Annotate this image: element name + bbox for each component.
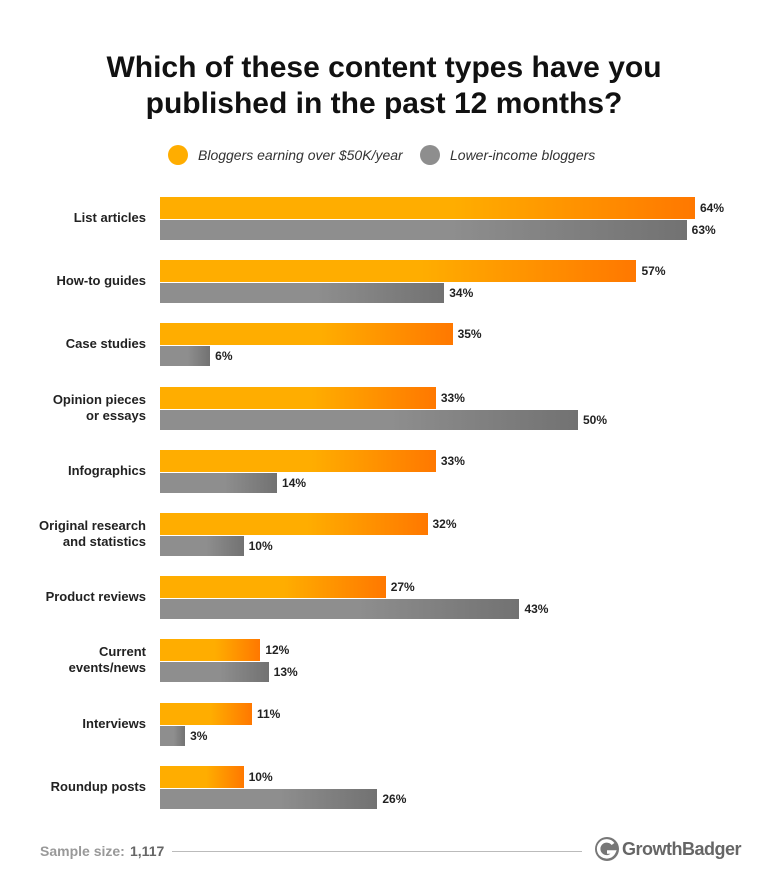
value-label: 12% [265, 643, 290, 658]
value-label: 34% [449, 286, 474, 301]
chart-title: Which of these content types have you pu… [106, 51, 662, 120]
value-label: 6% [215, 349, 233, 364]
value-label: 43% [524, 602, 549, 617]
sample-label: Sample size: [40, 843, 125, 859]
legend-marker [420, 145, 440, 165]
bar [160, 765, 244, 788]
brand-logo [595, 837, 619, 861]
category-label: Infographics [67, 462, 146, 478]
category-label: List articles [73, 210, 146, 225]
legend-label: Lower-income bloggers [450, 147, 596, 163]
bar [160, 409, 578, 430]
bar [160, 662, 269, 683]
category-label: Interviews [82, 715, 146, 731]
footer-rule [172, 851, 582, 852]
category-label: Product reviews [45, 589, 146, 605]
bar [160, 576, 386, 599]
sample-value: 1,117 [130, 843, 165, 859]
value-label: 32% [432, 517, 457, 531]
value-label: 33% [440, 390, 465, 405]
value-label: 33% [440, 453, 465, 468]
value-label: 64% [700, 201, 725, 215]
brand-name: GrowthBadger [622, 839, 742, 859]
bar [160, 323, 453, 346]
bar [160, 639, 261, 662]
value-label: 26% [382, 791, 407, 806]
bar [160, 513, 428, 535]
category-label: Case studies [65, 336, 146, 352]
value-label: 3% [190, 728, 208, 743]
value-label: 11% [256, 706, 281, 721]
bar [160, 788, 378, 809]
category-label: Current events/news [68, 644, 146, 676]
bar [160, 702, 252, 725]
value-label: 50% [582, 412, 607, 427]
bar [160, 197, 695, 219]
bar [160, 386, 436, 409]
value-label: 10% [248, 769, 273, 784]
legend-marker [168, 145, 188, 165]
value-label: 27% [390, 580, 415, 595]
bar [160, 599, 520, 620]
bar [160, 449, 436, 472]
category-label: Roundup posts [50, 778, 146, 794]
bar [160, 346, 211, 367]
value-label: 14% [282, 475, 307, 490]
bar [160, 283, 445, 304]
legend-label: Bloggers earning over $50K/year [198, 147, 403, 163]
value-label: 35% [457, 327, 482, 342]
value-label: 63% [691, 223, 716, 237]
category-label: How-to guides [56, 273, 146, 289]
bar [160, 725, 186, 746]
value-label: 13% [273, 665, 298, 680]
value-label: 10% [248, 539, 273, 553]
bar [160, 472, 278, 493]
value-label: 57% [641, 264, 666, 279]
bar [160, 260, 637, 283]
bar [160, 220, 687, 240]
category-label: Original research and statistics [39, 518, 146, 549]
category-label: Opinion pieces or essays [52, 391, 146, 423]
bar [160, 536, 244, 556]
